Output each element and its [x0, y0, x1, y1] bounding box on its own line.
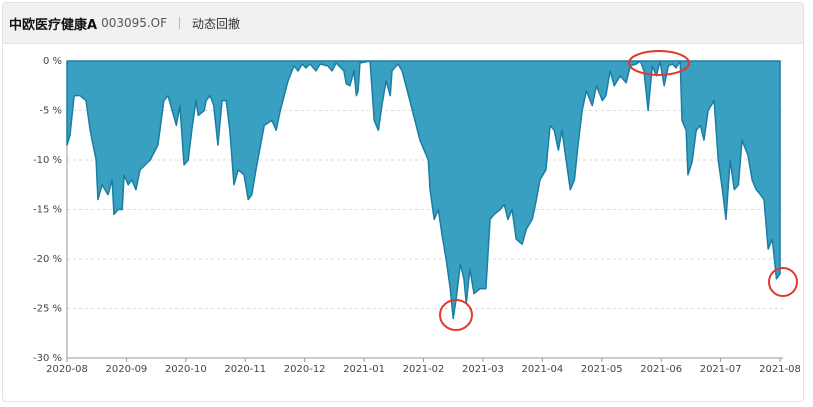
annotations — [439, 50, 798, 331]
fund-code: 003095.OF — [101, 16, 168, 30]
header: 中欧医疗健康A 003095.OF 动态回撤 — [3, 3, 803, 44]
x-tick-label: 2020-11 — [224, 364, 266, 375]
x-tick-label: 2020-08 — [46, 364, 88, 375]
y-tick-label: -15 % — [33, 205, 62, 216]
x-tick-label: 2020-09 — [106, 364, 148, 375]
y-tick-label: -25 % — [33, 304, 62, 315]
y-tick-label: -10 % — [33, 155, 62, 166]
x-tick-label: 2021-03 — [462, 364, 504, 375]
x-tick-label: 2020-10 — [165, 364, 207, 375]
fund-name: 中欧医疗健康A — [9, 17, 98, 33]
x-tick-label: 2021-04 — [521, 364, 563, 375]
highlight-circle — [439, 299, 473, 331]
x-tick-label: 2021-01 — [343, 364, 385, 375]
x-tick-label: 2021-06 — [640, 364, 682, 375]
x-tick-label: 2021-08 — [759, 364, 801, 375]
y-tick-label: -5 % — [39, 106, 62, 117]
highlight-circle — [768, 267, 798, 297]
y-tick-label: -20 % — [33, 254, 62, 265]
y-tick-label: 0 % — [43, 56, 62, 67]
x-tick-label: 2021-02 — [403, 364, 445, 375]
plot: 0 % -5 % -10 % -15 % -20 % -25 % -30 %2020-08 2… — [33, 56, 801, 375]
x-tick-label: 2021-07 — [700, 364, 742, 375]
y-tick-label: -30 % — [33, 353, 62, 364]
x-tick-label: 2021-05 — [581, 364, 623, 375]
card: 中欧医疗健康A 003095.OF 动态回撤 — [2, 2, 804, 402]
separator — [179, 17, 181, 29]
tab[interactable]: 动态回撤 — [192, 16, 241, 31]
x-tick-label: 2020-12 — [284, 364, 326, 375]
highlight-circle — [628, 50, 690, 76]
drawdown-area — [66, 60, 781, 320]
